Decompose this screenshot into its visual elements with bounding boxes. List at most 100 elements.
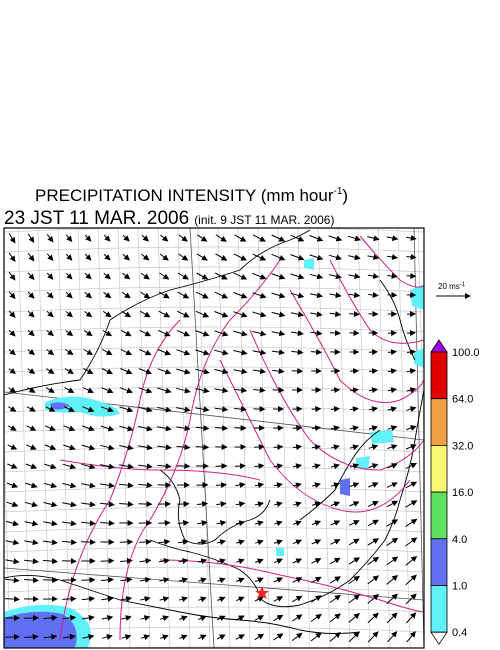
wind-arrow	[387, 272, 398, 279]
wind-arrow	[216, 615, 226, 622]
wind-arrow	[252, 272, 267, 280]
wind-arrow	[65, 311, 73, 318]
wind-arrow	[292, 539, 303, 545]
wind-arrow	[46, 310, 54, 318]
wind-arrow	[198, 615, 207, 622]
wind-arrow	[367, 612, 379, 624]
wind-arrow	[367, 575, 380, 585]
wind-arrow	[349, 482, 360, 488]
wind-arrow	[273, 501, 283, 508]
wind-arrow	[252, 253, 267, 261]
wind-arrow	[196, 253, 208, 261]
parallel	[4, 546, 424, 553]
wind-arrow	[273, 444, 284, 451]
wind-arrow	[273, 558, 283, 565]
wind-arrow	[271, 349, 285, 356]
meridian	[17, 228, 31, 648]
wind-arrow	[121, 291, 131, 299]
wind-arrow	[27, 330, 35, 337]
meridian	[197, 228, 211, 648]
wind-arrow	[120, 368, 133, 375]
wind-arrow	[159, 577, 170, 583]
wind-arrow	[272, 387, 285, 394]
wind-arrow	[27, 252, 35, 262]
wind-arrow	[23, 577, 39, 584]
precip-area	[370, 430, 394, 444]
wind-arrow	[330, 482, 341, 489]
wind-arrow	[121, 310, 132, 318]
wind-arrow	[159, 272, 170, 280]
wind-arrow	[159, 253, 169, 261]
wind-arrow	[102, 310, 112, 318]
wind-arrow	[195, 349, 210, 356]
wind-arrow	[368, 387, 378, 394]
wind-arrow	[83, 368, 94, 374]
wind-arrow	[348, 631, 360, 643]
wind-arrow	[102, 348, 113, 356]
meridian	[157, 228, 171, 648]
parallel	[4, 366, 424, 373]
title-superscript: -1	[333, 186, 342, 197]
wind-arrow	[62, 463, 77, 470]
wind-arrow	[84, 253, 92, 261]
wind-arrow	[387, 291, 398, 298]
wind-arrow	[386, 235, 399, 242]
wind-arrow	[349, 387, 359, 394]
meridian	[357, 228, 371, 648]
wind-arrow	[119, 444, 134, 451]
vector-legend-text: 20 ms	[438, 282, 460, 291]
wind-arrow	[330, 444, 340, 451]
wind-arrow	[215, 253, 228, 261]
wind-arrow	[348, 292, 361, 299]
wind-arrow	[5, 633, 20, 640]
wind-arrow	[328, 254, 343, 261]
wind-arrow	[311, 444, 321, 451]
wind-arrow	[25, 463, 38, 470]
parallel	[4, 526, 424, 533]
wind-arrow	[7, 463, 18, 469]
wind-arrow	[119, 482, 134, 489]
wind-arrow	[311, 539, 322, 545]
wind-arrow	[254, 501, 264, 508]
wind-arrow	[100, 482, 115, 489]
wind-arrow	[292, 444, 303, 451]
wind-arrow	[46, 272, 54, 280]
wind-arrow	[367, 593, 380, 604]
wind-arrow	[386, 537, 399, 547]
wind-arrow	[367, 273, 380, 279]
wind-arrow	[177, 519, 190, 526]
wind-arrow	[405, 555, 418, 566]
wind-arrow	[368, 406, 378, 413]
coastline	[379, 279, 416, 361]
wind-arrow	[84, 272, 92, 280]
wind-arrow	[122, 234, 130, 242]
wind-arrow	[100, 444, 115, 451]
wind-arrow	[81, 463, 96, 470]
wind-arrow	[158, 558, 170, 564]
wind-arrow	[291, 632, 303, 641]
wind-arrow	[102, 329, 113, 337]
wind-arrow	[157, 444, 172, 451]
wind-arrow	[196, 501, 209, 507]
wind-arrow	[310, 330, 323, 337]
wind-arrow	[406, 235, 417, 241]
wind-arrow	[63, 406, 75, 412]
contour	[249, 329, 424, 471]
colorbar-label: 16.0	[452, 487, 473, 499]
wind-arrow	[6, 501, 19, 508]
wind-arrow	[234, 406, 247, 413]
wind-arrow	[103, 253, 111, 261]
init-time: (init. 9 JST 11 MAR. 2006)	[194, 213, 334, 227]
wind-arrow	[349, 501, 360, 507]
wind-arrow	[82, 633, 95, 640]
wind-arrow	[292, 577, 303, 583]
wind-arrow	[329, 557, 341, 565]
wind-arrow	[273, 596, 284, 602]
contour	[359, 235, 424, 288]
wind-arrow	[103, 272, 111, 280]
meridian	[4, 425, 11, 648]
wind-arrow	[273, 539, 283, 546]
colorbar-segment	[430, 585, 448, 633]
wind-arrow	[176, 444, 191, 451]
